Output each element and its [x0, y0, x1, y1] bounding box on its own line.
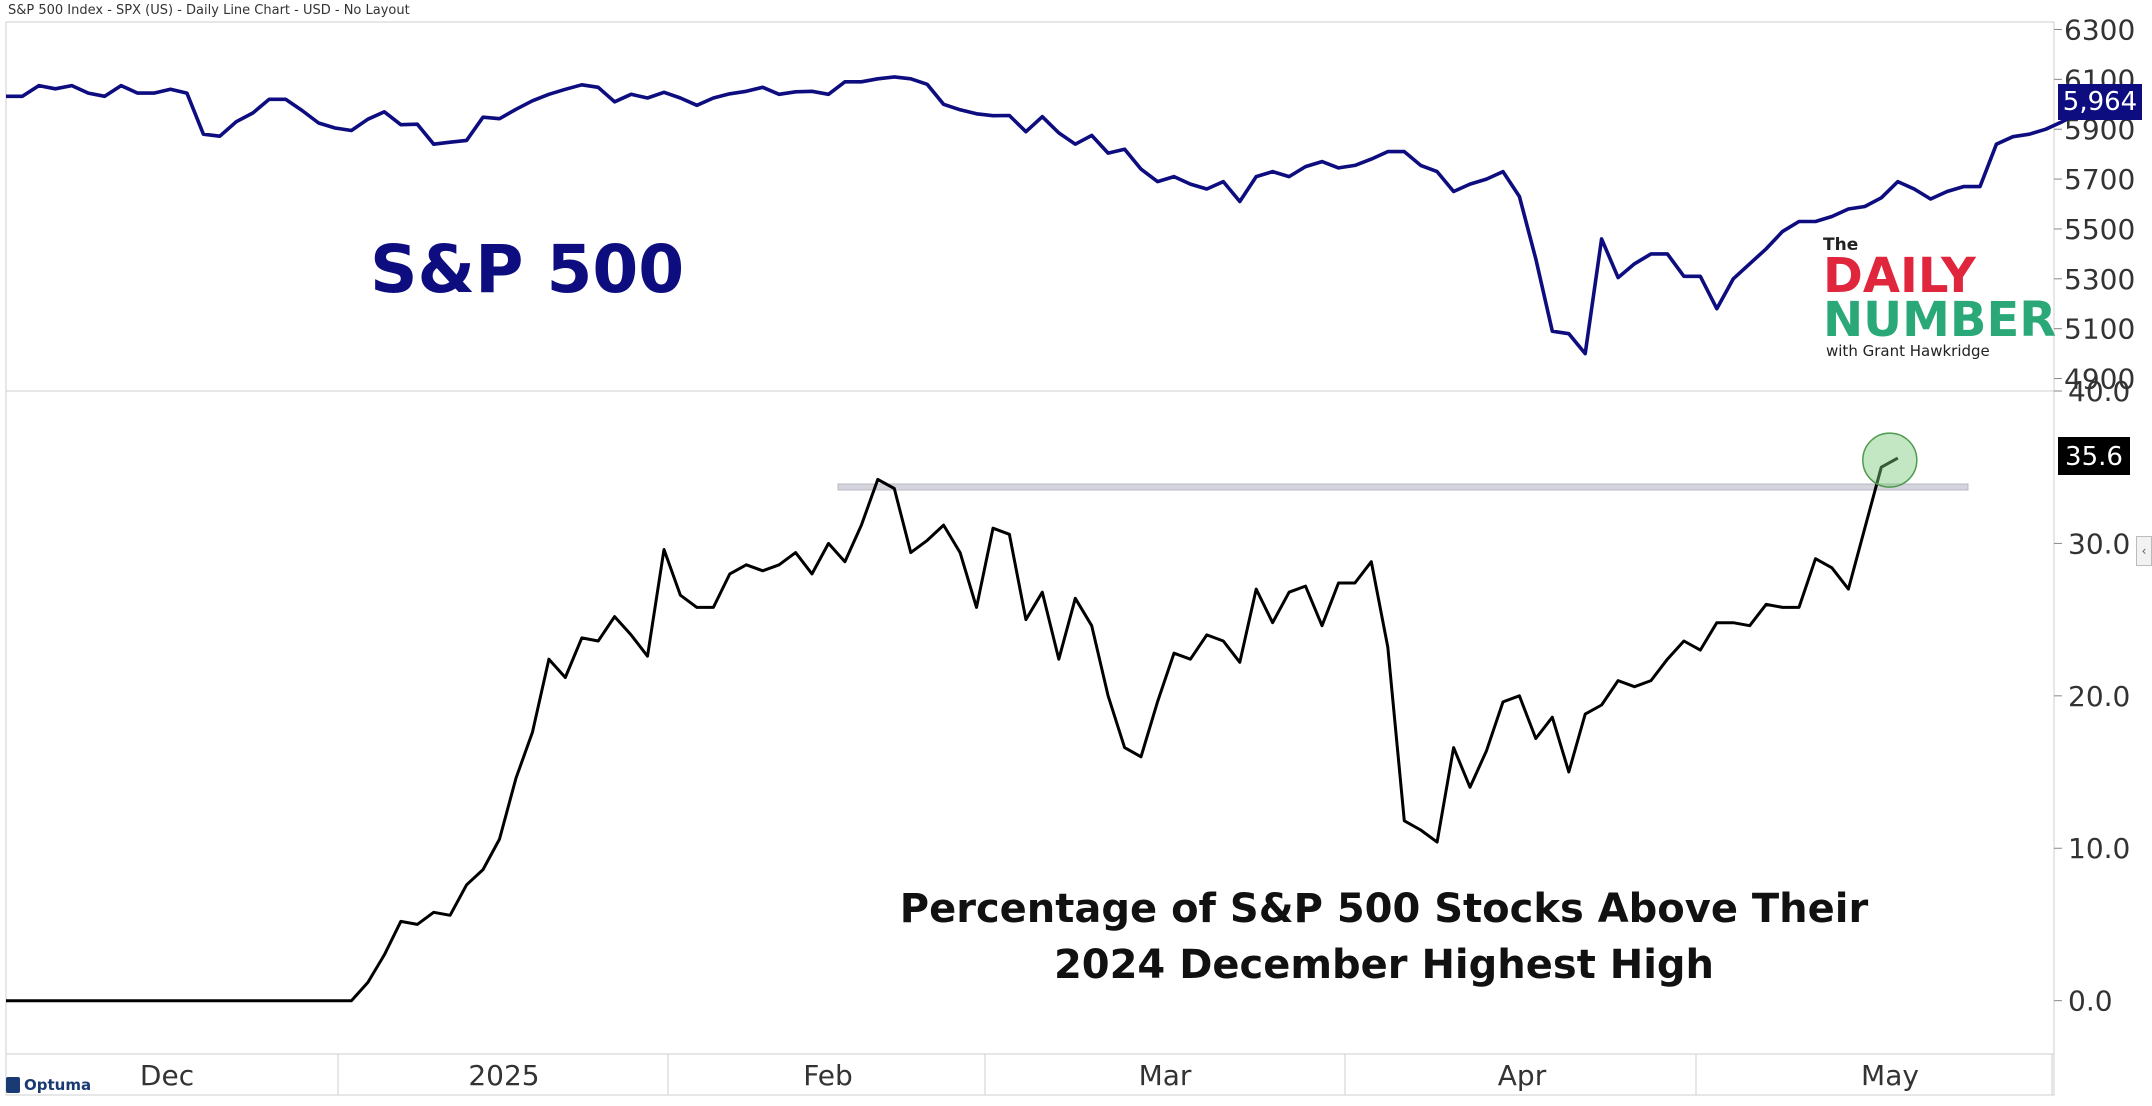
breadth-title-line-1: Percentage of S&P 500 Stocks Above Their: [900, 886, 1869, 932]
logo-with-text: with Grant Hawkridge: [1826, 342, 1990, 360]
bottom-y-tick-label: 20.0: [2068, 680, 2130, 713]
top-y-tick-label: 6300: [2064, 13, 2135, 46]
latest-value-highlight: [1862, 432, 1918, 488]
spx-panel-title: S&P 500: [370, 231, 684, 308]
optuma-logo-icon: [6, 1077, 20, 1093]
breadth-last-value-label: 35.6: [2065, 442, 2123, 472]
bottom-y-tick-label: 0.0: [2068, 985, 2113, 1018]
breadth-last-value-tag: 35.6: [2058, 437, 2130, 475]
logo-daily-text: DAILY: [1823, 248, 1977, 304]
x-axis-month-label: Apr: [1498, 1059, 1547, 1092]
spx-last-value-tag: 5,964: [2058, 84, 2142, 120]
spx-last-value-label: 5,964: [2063, 87, 2137, 117]
top-y-tick-label: 5500: [2064, 213, 2135, 246]
x-axis-month-label: Feb: [803, 1059, 853, 1092]
x-axis-month-label: 2025: [468, 1059, 539, 1092]
top-panel-frame: [5, 21, 2055, 392]
chart-header-title: S&P 500 Index - SPX (US) - Daily Line Ch…: [8, 3, 410, 18]
logo-number-text: NUMBER: [1823, 292, 2056, 348]
collapse-panel-tab[interactable]: ‹: [2136, 536, 2152, 566]
x-axis-month-label: Dec: [140, 1059, 194, 1092]
spx-price-line[interactable]: [6, 75, 2080, 356]
breadth-percentage-line[interactable]: [6, 456, 1899, 1003]
bottom-y-tick-label: 40.0: [2068, 375, 2130, 408]
x-axis-month-label: Mar: [1139, 1059, 1192, 1092]
bottom-y-tick-label: 30.0: [2068, 527, 2130, 560]
optuma-brand-text: Optuma: [24, 1076, 92, 1094]
top-y-tick-label: 4900: [2064, 363, 2135, 396]
top-y-tick-label: 5700: [2064, 163, 2135, 196]
x-axis-frame: [5, 1053, 2055, 1096]
top-y-tick-label: 5100: [2064, 313, 2135, 346]
top-y-tick-label: 5300: [2064, 263, 2135, 296]
breadth-title-line-2: 2024 December Highest High: [1054, 942, 1714, 988]
bottom-y-axis: 0.0 10.0 20.0 30.0 40.0: [2054, 375, 2130, 1018]
optuma-brand: Optuma: [6, 1076, 91, 1094]
bottom-y-tick-label: 10.0: [2068, 832, 2130, 865]
logo-the-text: The: [1823, 235, 1858, 255]
resistance-reference-line: [837, 483, 1969, 491]
daily-number-logo: The DAILY NUMBER with Grant Hawkridge: [1823, 235, 2056, 360]
x-axis: Dec 2025 Feb Mar Apr May: [140, 1054, 2053, 1095]
x-axis-month-label: May: [1861, 1059, 1919, 1092]
